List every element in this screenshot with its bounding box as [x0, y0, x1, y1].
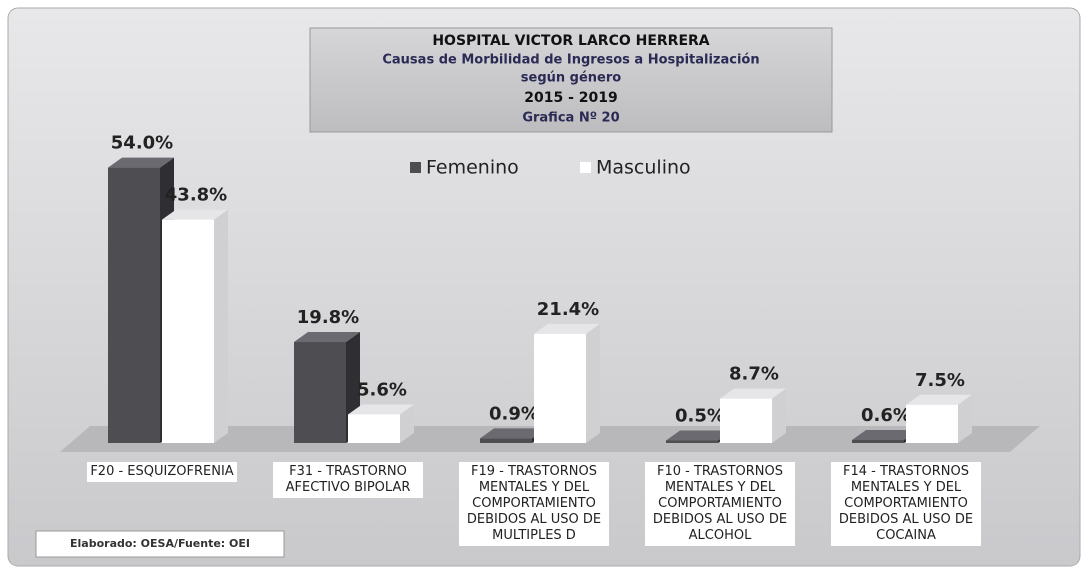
bar-side: [772, 388, 786, 443]
bar: [348, 414, 400, 443]
data-label: 21.4%: [537, 299, 599, 320]
x-tick-label: F10 - TRASTORNOS MENTALES Y DEL COMPORTA…: [645, 462, 795, 546]
chart-subtitle: según género: [521, 71, 622, 86]
bar-top: [720, 388, 786, 399]
bar-top: [108, 157, 174, 168]
data-label: 54.0%: [111, 133, 173, 154]
title-box: [309, 27, 833, 133]
data-label: 8.7%: [729, 364, 779, 385]
chart-subtitle: 2015 - 2019: [524, 90, 618, 106]
source-box: [35, 530, 285, 558]
bar: [108, 167, 160, 443]
bar-top: [480, 428, 546, 439]
x-tick-label: F14 - TRASTORNOS MENTALES Y DEL COMPORTA…: [831, 462, 981, 546]
bar-top: [162, 209, 228, 220]
bar-top: [906, 394, 972, 405]
x-tick-label: F19 - TRASTORNOS MENTALES Y DEL COMPORTA…: [459, 462, 609, 546]
data-label: 0.5%: [675, 405, 725, 426]
bar: [852, 439, 904, 443]
bar-side: [400, 404, 414, 443]
bar-top: [534, 323, 600, 334]
bar-top: [294, 332, 360, 343]
bar-side: [214, 209, 228, 443]
legend-swatch: [410, 162, 421, 173]
data-label: 19.8%: [297, 307, 359, 328]
chart-subtitle: Grafica Nº 20: [522, 111, 619, 126]
bar: [162, 219, 214, 443]
data-label: 5.6%: [357, 379, 407, 400]
bar-top: [666, 430, 732, 441]
bar: [294, 342, 346, 443]
bar: [906, 404, 958, 443]
bar-top: [852, 429, 918, 440]
x-tick-label: F31 - TRASTORNO AFECTIVO BIPOLAR: [273, 462, 423, 498]
data-label: 7.5%: [915, 370, 965, 391]
data-label: 0.6%: [861, 405, 911, 426]
x-tick-label: F20 - ESQUIZOFRENIA: [87, 462, 237, 482]
bar: [720, 398, 772, 443]
legend-label: Masculino: [596, 157, 691, 179]
chart-title: HOSPITAL VICTOR LARCO HERRERA: [432, 33, 709, 49]
data-label: 0.9%: [489, 403, 539, 424]
bar-top: [348, 404, 414, 415]
data-label: 43.8%: [165, 185, 227, 206]
source: Elaborado: OESA/Fuente: OEI: [70, 537, 250, 550]
legend-swatch: [580, 162, 591, 173]
bar-side: [586, 323, 600, 443]
bar-side: [958, 394, 972, 443]
chart-subtitle: Causas de Morbilidad de Ingresos a Hospi…: [382, 53, 759, 68]
bar: [534, 333, 586, 443]
bar: [666, 440, 718, 443]
legend-label: Femenino: [426, 157, 519, 179]
bar: [480, 438, 532, 443]
